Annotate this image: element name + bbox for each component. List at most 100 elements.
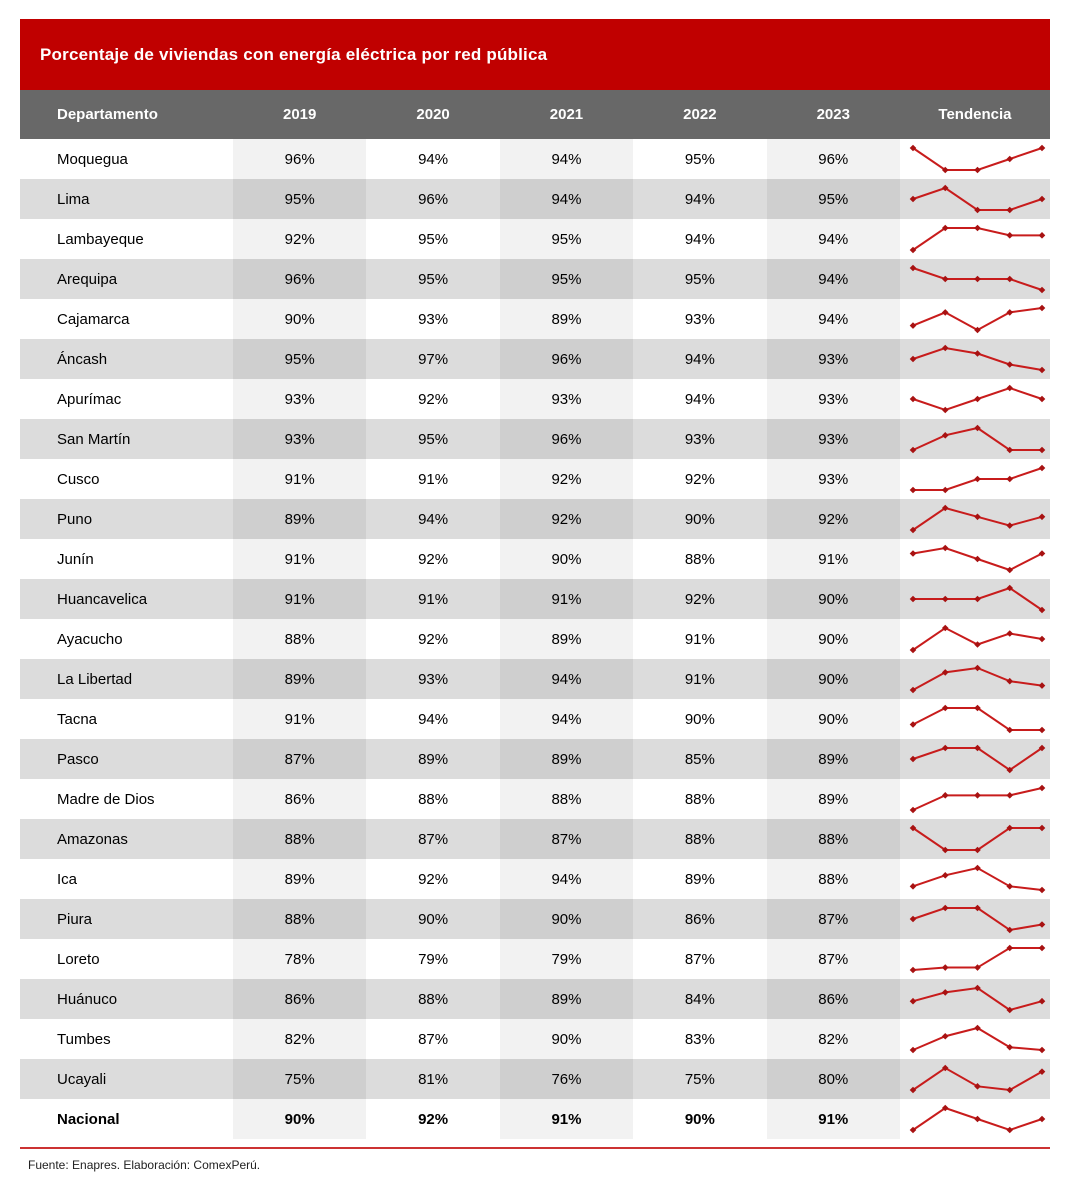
value-2022: 91%	[684, 670, 715, 688]
sparkline-point-marker	[1038, 550, 1046, 557]
sparkline-point-marker	[909, 355, 917, 363]
value-2021: 88%	[499, 779, 634, 819]
sparkline-point-marker	[909, 595, 917, 603]
value-2021: 94%	[499, 139, 634, 179]
value-2019: 75%	[233, 1059, 367, 1099]
value-2023: 86%	[766, 979, 900, 1019]
trend-sparkline-cell	[900, 219, 1050, 259]
table-row: Tacna 91% 94% 94% 90% 90%	[20, 699, 1050, 739]
table-row: Huánuco 86% 88% 89% 84% 86%	[20, 979, 1050, 1019]
sparkline-point-marker	[1038, 744, 1046, 752]
sparkline-point-marker	[1038, 1046, 1046, 1054]
sparkline-chart	[909, 344, 1046, 374]
sparkline-point-marker	[941, 792, 949, 799]
sparkline-point-marker	[941, 989, 949, 996]
table-row: Moquegua 96% 94% 94% 95% 96%	[20, 139, 1050, 179]
value-2019: 90%	[233, 299, 367, 339]
value-2021: 92%	[499, 459, 634, 499]
value-2020: 88%	[418, 790, 449, 808]
trend-sparkline-cell	[900, 819, 1050, 859]
sparkline-point-marker	[974, 1083, 981, 1090]
sparkline-point-marker	[974, 224, 981, 232]
sparkline-point-marker	[909, 721, 917, 728]
sparkline-chart	[909, 824, 1046, 854]
value-2020: 97%	[418, 350, 449, 368]
value-2019: 93%	[233, 419, 367, 459]
trend-sparkline-cell	[900, 499, 1050, 539]
value-2021: 95%	[499, 219, 634, 259]
value-2021: 90%	[499, 1019, 634, 1059]
sparkline-point-marker	[974, 595, 981, 603]
trend-sparkline-cell	[900, 1059, 1050, 1099]
value-2022: 94%	[684, 350, 715, 368]
sparkline-point-marker	[909, 1086, 917, 1094]
sparkline-point-marker	[1038, 446, 1046, 454]
sparkline-point-marker	[1038, 784, 1046, 792]
sparkline-point-marker	[1038, 726, 1046, 734]
sparkline-point-marker	[909, 195, 917, 203]
trend-sparkline-cell	[900, 179, 1050, 219]
sparkline-chart	[909, 144, 1046, 174]
value-2022: 93%	[684, 430, 715, 448]
sparkline-point-marker	[941, 275, 949, 283]
sparkline-point-marker	[941, 432, 949, 439]
sparkline-point-marker	[974, 395, 981, 403]
department-name: Nacional	[57, 1110, 120, 1128]
value-2022: 87%	[684, 950, 715, 968]
department-name: Huancavelica	[57, 590, 148, 608]
value-2022: 88%	[684, 830, 715, 848]
value-2021: 89%	[499, 299, 634, 339]
sparkline-point-marker	[941, 872, 949, 879]
sparkline-point-marker	[974, 275, 981, 283]
sparkline-point-marker	[974, 555, 981, 563]
value-2023: 88%	[766, 859, 900, 899]
sparkline-point-marker	[1006, 475, 1014, 483]
footer-divider	[20, 1147, 1050, 1149]
value-2020: 92%	[418, 550, 449, 568]
sparkline-point-marker	[1006, 155, 1014, 163]
value-2022: 83%	[684, 1030, 715, 1048]
column-header-tendencia: Tendencia	[938, 106, 1012, 123]
trend-sparkline-cell	[900, 379, 1050, 419]
sparkline-point-marker	[1006, 677, 1014, 685]
value-2020: 91%	[418, 590, 449, 608]
department-name: Áncash	[57, 350, 108, 368]
sparkline-point-marker	[909, 1126, 917, 1134]
sparkline-chart	[909, 464, 1046, 494]
value-2021: 95%	[499, 259, 634, 299]
value-2020: 88%	[418, 990, 449, 1008]
value-2019: 86%	[233, 779, 367, 819]
table-row: Junín 91% 92% 90% 88% 91%	[20, 539, 1050, 579]
value-2021: 89%	[499, 739, 634, 779]
trend-sparkline-cell	[900, 739, 1050, 779]
value-2021: 93%	[499, 379, 634, 419]
sparkline-point-marker	[941, 544, 949, 552]
value-2020: 94%	[418, 150, 449, 168]
value-2020: 89%	[418, 750, 449, 768]
sparkline-point-marker	[1038, 366, 1046, 374]
value-2021: 91%	[499, 579, 634, 619]
value-2022: 95%	[684, 150, 715, 168]
value-2020: 94%	[418, 710, 449, 728]
value-2019: 96%	[233, 259, 367, 299]
value-2019: 91%	[233, 579, 367, 619]
sparkline-point-marker	[1006, 522, 1014, 529]
value-2021: 90%	[499, 539, 634, 579]
value-2020: 96%	[418, 190, 449, 208]
table-row: Ica 89% 92% 94% 89% 88%	[20, 859, 1050, 899]
sparkline-chart	[909, 1104, 1046, 1134]
column-header-2023: 2023	[816, 106, 850, 123]
department-name: Huánuco	[57, 990, 118, 1008]
value-2023: 87%	[766, 939, 900, 979]
column-header-2022: 2022	[683, 106, 717, 123]
value-2021: 94%	[499, 699, 634, 739]
trend-sparkline-cell	[900, 699, 1050, 739]
sparkline-chart	[909, 224, 1046, 254]
sparkline-point-marker	[941, 744, 949, 752]
table-row: Madre de Dios 86% 88% 88% 88% 89%	[20, 779, 1050, 819]
sparkline-chart	[909, 904, 1046, 934]
value-2020: 92%	[418, 630, 449, 648]
source-note: Fuente: Enapres. Elaboración: ComexPerú.	[28, 1158, 261, 1172]
value-2023: 93%	[766, 379, 900, 419]
